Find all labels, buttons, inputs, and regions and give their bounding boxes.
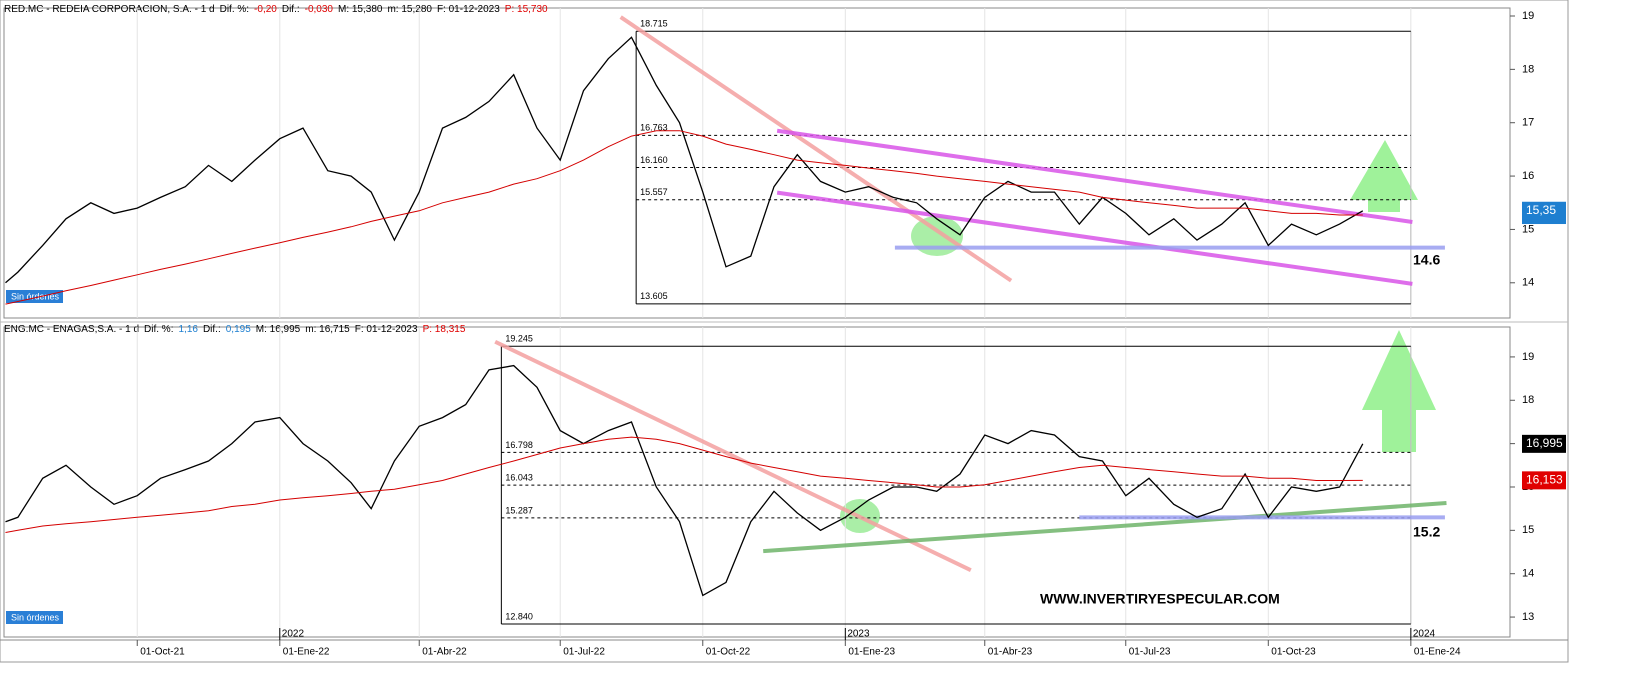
highlight bbox=[911, 216, 963, 256]
header-part: P: 15,730 bbox=[505, 4, 548, 15]
x-tick-label: 01-Jul-22 bbox=[563, 647, 605, 658]
header-part: m: 15,280 bbox=[387, 4, 432, 15]
arrow-up bbox=[1362, 330, 1436, 452]
x-tick-label: 01-Abr-23 bbox=[988, 647, 1033, 658]
series-line bbox=[5, 364, 1364, 597]
header-part: M: 15,380 bbox=[338, 4, 383, 15]
y-tick-label: 19 bbox=[1522, 351, 1534, 363]
header-part: m: 16,715 bbox=[305, 324, 350, 335]
price-label: 15,35 bbox=[1526, 203, 1556, 217]
y-tick-label: 18 bbox=[1522, 394, 1534, 406]
y-tick-label: 16 bbox=[1522, 170, 1534, 182]
series-line bbox=[5, 130, 1363, 305]
level-label: 16.043 bbox=[505, 472, 533, 482]
y-tick-label: 13 bbox=[1522, 611, 1534, 623]
price-label: 16,995 bbox=[1526, 436, 1563, 450]
x-tick-label: 01-Oct-22 bbox=[706, 647, 751, 658]
price-label-box bbox=[1522, 201, 1566, 220]
header: ENG.MC - ENAGAS,S.A. - 1 d Dif. %: 1,16 Dif… bbox=[4, 324, 466, 335]
header-part: P: 18,315 bbox=[423, 324, 466, 335]
level-label: 13.605 bbox=[640, 291, 668, 301]
y-tick-label: 19 bbox=[1522, 10, 1534, 22]
watermark: WWW.INVERTIRYESPECULAR.COM bbox=[1040, 591, 1280, 607]
level-label: 16.160 bbox=[640, 155, 668, 165]
y-tick-label: 18 bbox=[1522, 63, 1534, 75]
level-label: 12.840 bbox=[505, 611, 533, 621]
level-label: 19.245 bbox=[505, 334, 533, 344]
year-label: 2024 bbox=[1413, 629, 1436, 640]
annotation: 14.6 bbox=[1413, 252, 1440, 268]
series-line bbox=[5, 36, 1364, 284]
panel-top bbox=[3, 7, 1511, 319]
level-label: 15.287 bbox=[505, 505, 533, 515]
level-label: 18.715 bbox=[640, 19, 668, 29]
price-label-box bbox=[1522, 434, 1566, 453]
series-line bbox=[5, 436, 1363, 533]
badge: Sin órdenes bbox=[11, 612, 60, 622]
header-part: Dif. %: bbox=[220, 4, 249, 15]
x-tick-label: 01-Abr-22 bbox=[422, 647, 467, 658]
trendline bbox=[776, 128, 1413, 224]
x-tick-label: 01-Ene-23 bbox=[848, 647, 895, 658]
header-part: 0,195 bbox=[226, 324, 251, 335]
y-tick-label: 15 bbox=[1522, 524, 1534, 536]
badge-box bbox=[6, 290, 63, 303]
trendline bbox=[776, 190, 1413, 286]
panel-bottom bbox=[3, 326, 1511, 638]
year-label: 2023 bbox=[847, 629, 870, 640]
arrow-up bbox=[1350, 140, 1418, 212]
trendline bbox=[619, 15, 1013, 283]
header-part: RED.MC - REDEIA CORPORACION, S.A. - 1 d bbox=[4, 4, 215, 15]
trendline bbox=[763, 501, 1447, 554]
x-tick-label: 01-Jul-23 bbox=[1129, 647, 1171, 658]
price-label: 16,153 bbox=[1526, 473, 1563, 487]
x-tick-label: 01-Oct-21 bbox=[140, 647, 185, 658]
header-part: F: 01-12-2023 bbox=[355, 324, 418, 335]
year-label: 2022 bbox=[282, 629, 305, 640]
x-tick-label: 01-Oct-23 bbox=[1271, 647, 1316, 658]
price-label-box bbox=[1522, 471, 1566, 490]
x-tick-label: 01-Ene-24 bbox=[1414, 647, 1461, 658]
trendline bbox=[494, 339, 972, 573]
header-part: -0,030 bbox=[305, 4, 334, 15]
level-label: 16.798 bbox=[505, 440, 533, 450]
header-part: Dif. %: bbox=[144, 324, 173, 335]
annotation: 15.2 bbox=[1413, 524, 1440, 540]
header-part: F: 01-12-2023 bbox=[437, 4, 500, 15]
x-tick-label: 01-Ene-22 bbox=[283, 647, 330, 658]
level-label: 16.763 bbox=[640, 123, 668, 133]
header-part: ENG.MC - ENAGAS,S.A. - 1 d bbox=[4, 324, 139, 335]
y-tick-label: 14 bbox=[1522, 277, 1534, 289]
y-tick-label: 17 bbox=[1522, 117, 1534, 129]
y-tick-label: 15 bbox=[1522, 223, 1534, 235]
header-part: Dif.: bbox=[282, 4, 300, 15]
header: RED.MC - REDEIA CORPORACION, S.A. - 1 d D… bbox=[4, 4, 548, 15]
header-part: M: 16,995 bbox=[256, 324, 301, 335]
header-part: -0,20 bbox=[254, 4, 277, 15]
level-label: 15.557 bbox=[640, 187, 668, 197]
y-tick-label: 14 bbox=[1522, 568, 1534, 580]
header-part: 1,16 bbox=[178, 324, 198, 335]
header-part: Dif.: bbox=[203, 324, 221, 335]
badge-box bbox=[6, 611, 63, 624]
badge: Sin órdenes bbox=[11, 291, 60, 301]
